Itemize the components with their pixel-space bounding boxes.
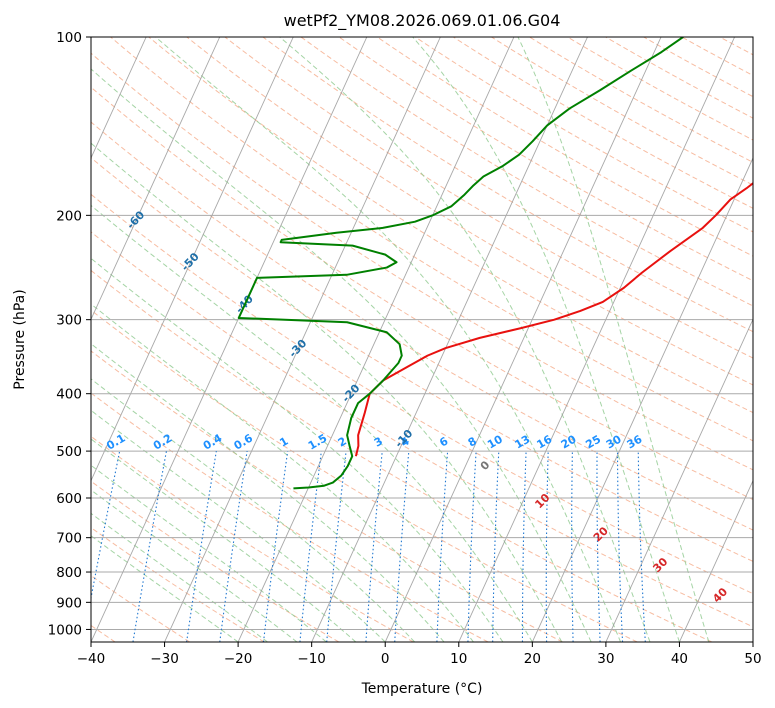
y-tick-label: 100: [56, 30, 82, 46]
moist-adiabat: [91, 464, 327, 642]
y-axis-title: Pressure (hPa): [12, 289, 28, 389]
chart-title: wetPf2_YM08.2026.069.01.06.G04: [284, 11, 561, 31]
x-tick-label: −20: [224, 651, 253, 667]
dry-adiabat: [186, 37, 753, 386]
x-tick-label: 40: [671, 651, 688, 667]
mixing-ratio-line: [186, 451, 217, 642]
dry-adiabat: [91, 231, 753, 628]
dry-adiabat: [529, 37, 753, 163]
y-tick-label: 800: [56, 565, 82, 581]
mixing-ratio-line: [219, 451, 248, 642]
mixing-ratio-line: [326, 451, 347, 642]
x-tick-label: 20: [524, 651, 541, 667]
isotherm: [458, 37, 736, 642]
isotherm: [91, 37, 368, 642]
moist-adiabat: [91, 438, 357, 642]
moist-adiabat: [412, 37, 680, 642]
moist-adiabat: [91, 343, 445, 642]
isotherm: [91, 37, 221, 321]
mixing-ratio-line: [365, 451, 383, 642]
dry-adiabat: [110, 37, 753, 442]
y-tick-label: 900: [56, 595, 82, 611]
dewpoint-profile: [237, 37, 684, 490]
isotherm: [237, 37, 515, 642]
plot-frame: [90, 36, 754, 643]
x-tick-label: 30: [597, 651, 614, 667]
moist-adiabat: [279, 37, 651, 642]
x-tick-label: −40: [77, 651, 106, 667]
x-tick-label: −10: [297, 651, 326, 667]
y-tick-label: 600: [56, 491, 82, 507]
dry-adiabat: [91, 309, 638, 642]
moist-adiabat: [155, 37, 622, 642]
plot-area: 0.10.20.40.611.52346810131620253036-100-…: [91, 37, 753, 642]
isotherm: [679, 479, 753, 642]
dry-adiabat: [224, 37, 753, 359]
isotherm: [384, 37, 662, 642]
mixing-ratio-line: [262, 451, 289, 642]
x-axis-title: Temperature (°C): [361, 681, 483, 697]
moist-adiabat: [91, 204, 533, 642]
dry-adiabat: [148, 37, 753, 414]
dry-adiabat: [91, 350, 563, 642]
y-tick-label: 300: [56, 313, 82, 329]
dry-adiabat: [262, 37, 753, 333]
x-tick-label: −30: [150, 651, 179, 667]
dry-adiabat: [91, 157, 753, 562]
dry-adiabat: [91, 527, 265, 642]
isotherm: [91, 37, 147, 160]
isotherm: [531, 156, 753, 642]
moist-adiabat: [91, 378, 416, 642]
y-tick-label: 500: [56, 444, 82, 460]
moist-adiabat: [91, 257, 504, 642]
y-axis: 1000 900 800 700 600 500 400 300 200 100: [48, 30, 91, 638]
dry-adiabat: [491, 37, 753, 186]
dry-adiabat: [567, 37, 753, 141]
y-tick-label: 700: [56, 531, 82, 547]
dry-adiabat: [300, 37, 753, 307]
moist-adiabat: [91, 142, 563, 642]
isotherm: [164, 37, 441, 642]
y-tick-label: 200: [56, 208, 82, 224]
x-tick-label: 10: [450, 651, 467, 667]
x-axis: −40 −30 −20 −10 0 10 20 30 40 50: [77, 642, 762, 667]
x-tick-label: 0: [381, 651, 390, 667]
dry-adiabat: [414, 37, 753, 233]
y-tick-label: 1000: [48, 622, 82, 638]
dry-adiabat: [91, 121, 753, 531]
y-tick-label: 400: [56, 387, 82, 403]
x-tick-label: 50: [744, 651, 761, 667]
isotherm: [311, 37, 588, 642]
dry-adiabat: [91, 52, 753, 471]
dry-adiabat: [91, 269, 713, 642]
mixing-ratio-line: [299, 451, 322, 642]
isotherm: [91, 37, 294, 482]
isotherm: [605, 318, 753, 642]
moist-adiabat: [517, 37, 710, 642]
